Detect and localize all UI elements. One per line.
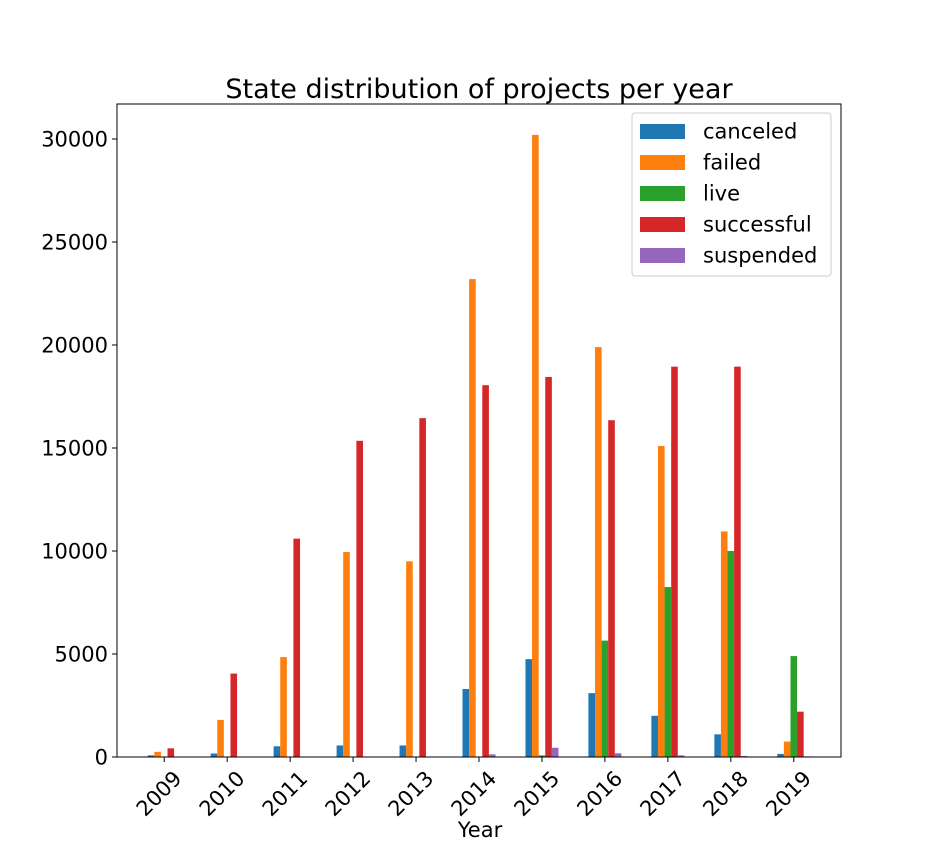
bar-failed-2015 xyxy=(532,135,539,757)
legend-label-live: live xyxy=(703,182,740,206)
bar-failed-2014 xyxy=(469,279,476,757)
bar-live-2016 xyxy=(602,641,609,757)
bar-successful-2013 xyxy=(419,418,426,757)
x-tick-label: 2010 xyxy=(195,766,250,821)
bar-successful-2016 xyxy=(608,420,615,757)
chart-title: State distribution of projects per year xyxy=(225,74,733,105)
legend-label-failed: failed xyxy=(703,151,761,175)
x-tick-label: 2015 xyxy=(509,766,564,821)
bar-canceled-2014 xyxy=(463,689,470,757)
bar-canceled-2010 xyxy=(211,754,218,758)
legend: canceled failed live successful suspended xyxy=(632,113,831,276)
bar-canceled-2011 xyxy=(274,746,281,757)
x-tick-label: 2009 xyxy=(132,766,187,821)
y-tick-label: 15000 xyxy=(41,437,108,461)
bar-failed-2019 xyxy=(784,742,791,757)
x-tick-label: 2016 xyxy=(572,766,627,821)
y-tick-label: 0 xyxy=(95,746,108,770)
x-tick-label: 2011 xyxy=(258,766,313,821)
bar-successful-2019 xyxy=(797,712,804,757)
bar-canceled-2013 xyxy=(400,745,407,757)
bar-suspended-2015 xyxy=(552,748,559,757)
bar-successful-2015 xyxy=(545,377,552,757)
x-tick-label: 2012 xyxy=(321,766,376,821)
bar-canceled-2018 xyxy=(714,734,721,757)
x-axis-label: Year xyxy=(457,818,503,842)
bar-failed-2009 xyxy=(154,752,161,757)
bar-live-2019 xyxy=(790,656,797,757)
bar-failed-2016 xyxy=(595,347,602,757)
x-tick-label: 2014 xyxy=(447,766,502,821)
bar-successful-2009 xyxy=(168,748,175,757)
bar-failed-2013 xyxy=(406,561,413,757)
x-tick-label: 2017 xyxy=(635,766,690,821)
bar-live-2017 xyxy=(665,587,672,757)
bar-failed-2010 xyxy=(217,720,224,757)
bar-canceled-2017 xyxy=(651,716,658,757)
bar-successful-2014 xyxy=(482,385,489,757)
legend-swatch-canceled xyxy=(640,124,685,139)
y-tick-label: 10000 xyxy=(41,540,108,564)
legend-swatch-suspended xyxy=(640,248,685,263)
bar-failed-2011 xyxy=(280,657,287,757)
bar-canceled-2015 xyxy=(525,659,532,757)
y-tick-label: 5000 xyxy=(55,643,108,667)
bar-successful-2018 xyxy=(734,367,741,757)
bar-suspended-2016 xyxy=(615,753,622,757)
bar-failed-2018 xyxy=(721,531,728,757)
bar-canceled-2016 xyxy=(588,693,595,757)
x-tick-label: 2018 xyxy=(698,766,753,821)
bar-successful-2010 xyxy=(230,674,237,757)
bar-failed-2012 xyxy=(343,552,350,757)
y-tick-label: 25000 xyxy=(41,231,108,255)
y-tick-label: 30000 xyxy=(41,128,108,152)
x-tick-label: 2013 xyxy=(384,766,439,821)
legend-swatch-failed xyxy=(640,155,685,170)
y-tick-label: 20000 xyxy=(41,334,108,358)
x-tick-label: 2019 xyxy=(761,766,816,821)
legend-label-successful: successful xyxy=(703,213,812,237)
bar-successful-2012 xyxy=(356,441,363,757)
y-axis: 0 5000 10000 15000 20000 25000 30000 xyxy=(41,128,117,770)
bar-live-2018 xyxy=(728,551,735,757)
legend-label-canceled: canceled xyxy=(703,120,797,144)
legend-label-suspended: suspended xyxy=(703,244,817,268)
bar-failed-2017 xyxy=(658,446,665,757)
bar-canceled-2012 xyxy=(337,745,344,757)
legend-swatch-live xyxy=(640,186,685,201)
bar-successful-2011 xyxy=(293,539,300,757)
legend-swatch-successful xyxy=(640,217,685,232)
bar-successful-2017 xyxy=(671,367,678,757)
